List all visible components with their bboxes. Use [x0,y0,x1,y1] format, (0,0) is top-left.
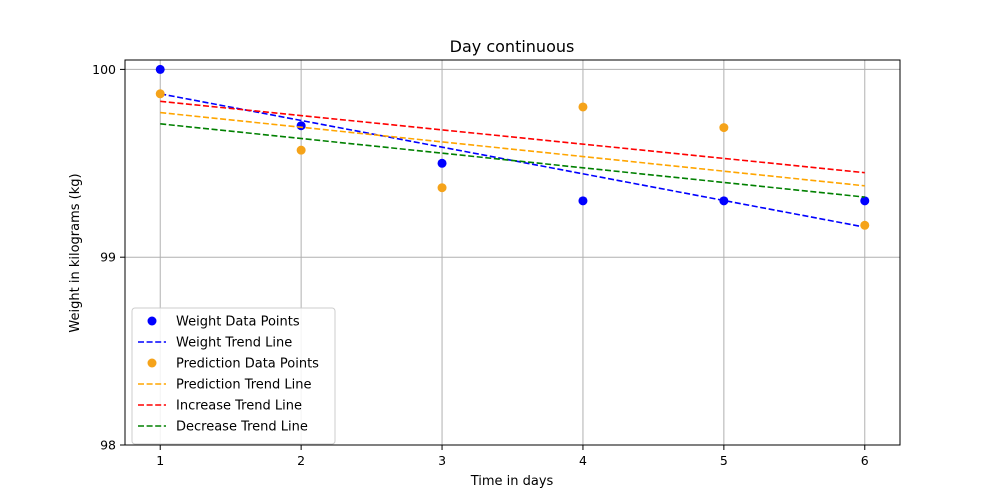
axis-ticks: 1 2 3 4 5 6 98 99 100 [92,62,869,468]
trend-line-3 [160,111,865,187]
plot-marks [155,64,870,230]
y-axis-label: Weight in kilograms (kg) [68,173,83,332]
data-point [860,196,870,206]
x-axis-label: Time in days [470,474,554,489]
y-tick-label: 98 [100,438,116,453]
x-tick-label: 3 [438,453,446,468]
x-tick-label: 5 [720,453,728,468]
y-tick-label: 99 [100,250,116,265]
legend: Weight Data Points Weight Trend Line Predi… [131,307,336,445]
legend-label: Increase Trend Line [176,399,302,414]
x-tick-label: 6 [861,453,869,468]
y-tick-label: 100 [92,62,116,77]
data-point [719,196,729,206]
data-point [296,121,306,131]
data-point [719,123,729,133]
data-point [155,89,165,99]
chart-title: Day continuous [450,37,575,56]
data-point [578,196,588,206]
trend-line-4 [160,100,865,174]
data-point [437,183,447,193]
data-point [296,145,306,155]
data-point [437,158,447,168]
legend-label: Weight Trend Line [176,336,292,351]
x-tick-label: 2 [297,453,305,468]
legend-marker-swatch [147,358,157,368]
legend-label: Prediction Trend Line [176,378,312,393]
legend-box [131,307,336,445]
legend-label: Weight Data Points [176,315,300,330]
x-tick-label: 1 [156,453,164,468]
legend-marker-swatch [147,316,157,326]
legend-label: Decrease Trend Line [176,420,308,435]
data-point [155,64,165,74]
data-point [860,220,870,230]
trend-line-5 [160,123,865,198]
legend-label: Prediction Data Points [176,357,319,372]
x-tick-label: 4 [579,453,587,468]
plot-frame [124,59,901,446]
data-point [578,102,588,112]
